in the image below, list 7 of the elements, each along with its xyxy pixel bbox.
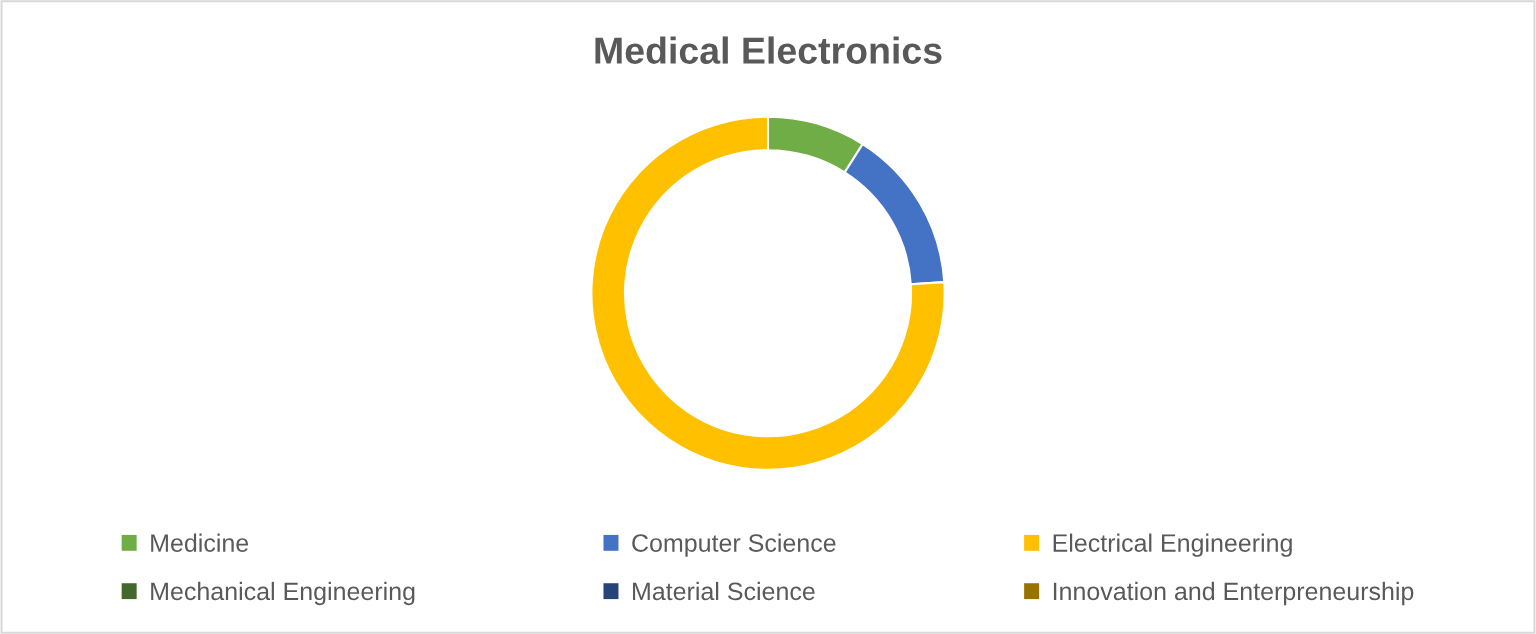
chart-title: Medical Electronics — [595, 36, 942, 64]
legend-label: Material Science — [633, 581, 815, 601]
legend-label: Medicine — [151, 533, 249, 552]
legend-label: Mechanical Engineering — [151, 581, 415, 606]
legend-label: Computer Science — [632, 533, 836, 557]
legend-label: Innovation and Enterpreneurship — [1053, 581, 1414, 606]
legend-label: Electrical Engineering — [1053, 533, 1292, 557]
